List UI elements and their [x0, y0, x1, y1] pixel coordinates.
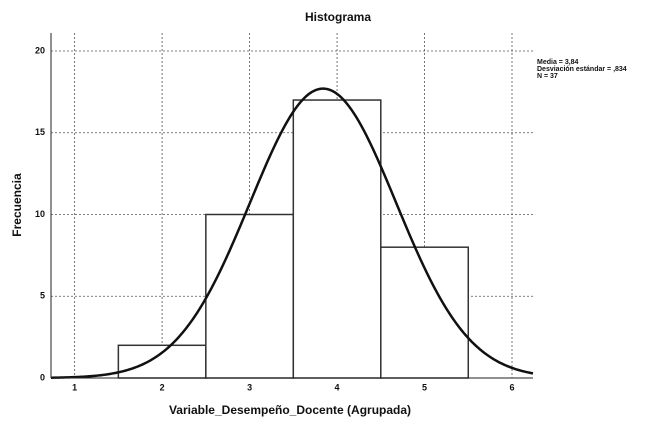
bar — [117, 344, 207, 379]
y-tick-label: 0 — [40, 372, 45, 382]
bar — [292, 99, 382, 379]
normal-curve — [50, 87, 534, 379]
chart-title: Histograma — [305, 10, 371, 24]
y-axis-label: Frecuencia — [10, 173, 24, 237]
x-tick-label: 6 — [509, 382, 514, 392]
x-tick-label: 4 — [335, 382, 340, 392]
x-tick-label: 2 — [160, 382, 165, 392]
stat-label: N = 37 — [537, 73, 558, 80]
bar — [205, 213, 295, 379]
y-tick-label: 20 — [35, 45, 45, 55]
x-axis-label: Variable_Desempeño_Docente (Agrupada) — [169, 403, 411, 417]
x-tick-label: 1 — [72, 382, 77, 392]
x-tick-label: 3 — [247, 382, 252, 392]
y-tick-label: 5 — [40, 291, 45, 301]
y-tick-label: 15 — [35, 127, 45, 137]
stat-label: Media = 3,84 — [537, 59, 579, 66]
stat-label: Desviación estándar = ,834 — [537, 66, 627, 73]
y-tick-label: 10 — [35, 209, 45, 219]
x-tick-label: 5 — [422, 382, 427, 392]
